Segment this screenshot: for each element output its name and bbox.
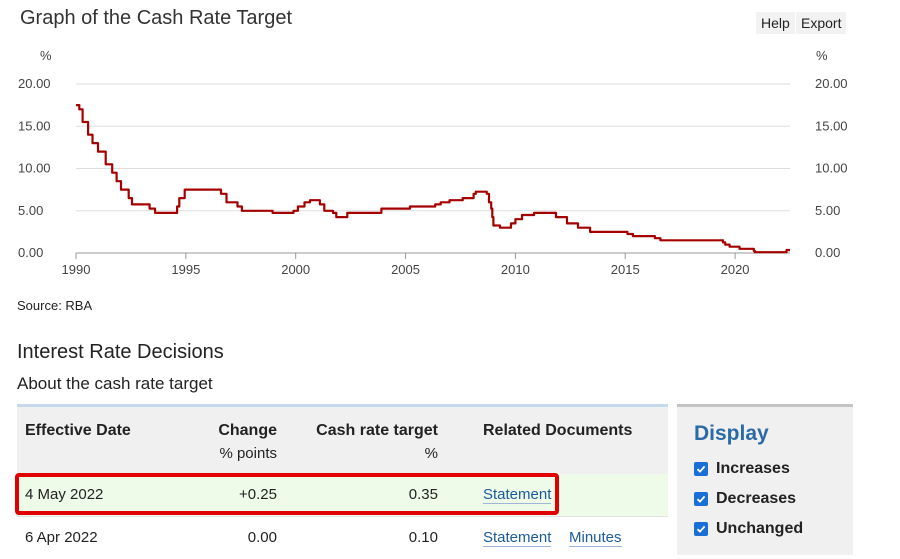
y-tick-label-right: 0.00	[815, 245, 840, 260]
header-cash-rate[interactable]: Cash rate target	[316, 422, 438, 439]
row-change: +0.25	[239, 486, 277, 503]
option-increases[interactable]: Increases	[694, 458, 790, 480]
table-row: 4 May 2022 +0.25 0.35 Statement	[17, 474, 668, 517]
statement-link[interactable]: Statement	[483, 486, 552, 504]
section-title: Interest Rate Decisions	[17, 341, 224, 363]
export-button[interactable]: Export	[796, 12, 847, 34]
row-rate: 0.35	[408, 486, 438, 503]
y-unit-label-right: %	[816, 48, 828, 63]
table-row: 6 Apr 2022 0.00 0.10 Statement Minutes	[17, 517, 668, 559]
chart-grid	[76, 83, 790, 254]
statement-link[interactable]: Statement	[483, 529, 552, 547]
x-tick-label: 2020	[721, 262, 750, 277]
display-panel: Display Increases Decreases Unchanged	[677, 404, 853, 555]
y-tick-label-right: 20.00	[815, 76, 848, 91]
option-label: Decreases	[716, 490, 797, 507]
header-related-docs: Related Documents	[483, 422, 633, 439]
chart-axes: 0.00 0.00 5.00 5.00 10.00 10.00 15.00 15.00 20.0…	[18, 48, 848, 277]
y-tick-label-left: 15.00	[18, 118, 51, 133]
x-tick-label: 1990	[62, 262, 91, 277]
graph-title: Graph of the Cash Rate Target	[20, 7, 293, 29]
cash-rate-series-line	[76, 104, 790, 254]
option-label: Increases	[716, 460, 790, 477]
cash-rate-chart: 0.00 0.00 5.00 5.00 10.00 10.00 15.00 15.00 20.0…	[18, 48, 848, 277]
source-note: Source: RBA	[17, 298, 93, 313]
help-button[interactable]: Help	[756, 12, 795, 34]
y-tick-label-left: 10.00	[18, 161, 51, 176]
x-tick-label: 2000	[281, 262, 310, 277]
section-subtitle: About the cash rate target	[17, 374, 213, 393]
y-tick-label-right: 5.00	[815, 203, 840, 218]
highlight-box	[15, 473, 559, 515]
checkbox-checked-icon[interactable]	[694, 522, 708, 536]
x-tick-label: 2005	[391, 262, 420, 277]
y-tick-label-left: 20.00	[18, 76, 51, 91]
y-tick-label-left: 0.00	[18, 245, 43, 260]
header-cash-rate-unit: %	[424, 445, 438, 462]
y-tick-label-left: 5.00	[18, 203, 43, 218]
checkbox-checked-icon[interactable]	[694, 462, 708, 476]
y-tick-label-right: 15.00	[815, 118, 848, 133]
x-tick-label: 1995	[171, 262, 200, 277]
y-tick-label-right: 10.00	[815, 161, 848, 176]
row-change: 0.00	[247, 529, 277, 546]
option-label: Unchanged	[716, 520, 804, 537]
header-change[interactable]: Change	[218, 422, 277, 439]
display-title: Display	[694, 422, 769, 445]
row-rate: 0.10	[408, 529, 438, 546]
option-unchanged[interactable]: Unchanged	[694, 518, 803, 540]
header-effective-date[interactable]: Effective Date	[25, 422, 131, 439]
row-date: 6 Apr 2022	[25, 529, 98, 546]
chart-series	[76, 104, 790, 254]
minutes-link[interactable]: Minutes	[569, 529, 622, 547]
x-tick-label: 2015	[611, 262, 640, 277]
checkbox-checked-icon[interactable]	[694, 492, 708, 506]
option-decreases[interactable]: Decreases	[694, 488, 796, 510]
header-change-unit: % points	[219, 445, 277, 462]
y-unit-label-left: %	[40, 48, 52, 63]
x-tick-label: 2010	[501, 262, 530, 277]
decisions-table: Effective Date Change % points Cash rate…	[17, 404, 668, 559]
table-header: Effective Date Change % points Cash rate…	[17, 407, 668, 474]
row-date: 4 May 2022	[25, 486, 104, 503]
